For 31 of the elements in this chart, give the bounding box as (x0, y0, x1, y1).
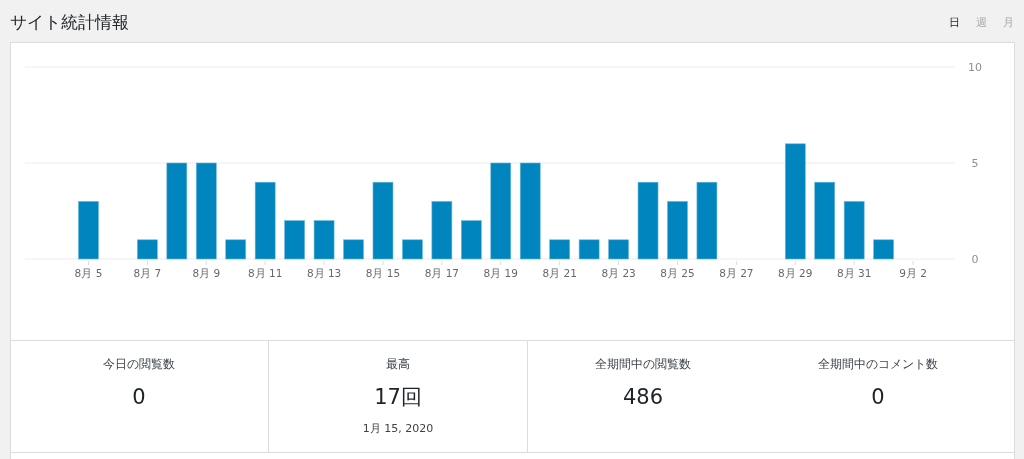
x-tick-label: 8月 7 (133, 267, 162, 279)
x-tick-label: 9月 2 (899, 267, 927, 279)
text: 全期間中のコメント数 (818, 357, 938, 371)
x-tick-label: 8月 13 (306, 267, 342, 279)
x-tick-label: 8月 21 (542, 267, 577, 279)
x-tick-label: 8月 23 (601, 267, 636, 279)
text: 0 (132, 385, 146, 409)
x-tick-label: 8月 15 (365, 267, 401, 279)
text: 17回 (374, 385, 422, 409)
text: 最高 (386, 357, 410, 371)
x-tick-label: 8月 31 (836, 267, 872, 279)
text: 日 (948, 16, 960, 29)
title: サイト統計情報 (10, 12, 129, 32)
x-tick-label: 8月 11 (247, 267, 283, 279)
text: 今日の閲覧数 (103, 357, 175, 371)
text: 全期間中の閲覧数 (595, 357, 691, 371)
y-tick-label: 5 (971, 157, 979, 170)
x-tick-label: 8月 25 (660, 267, 695, 279)
x-tick-label: 8月 29 (778, 267, 813, 279)
x-tick-label: 8月 5 (74, 267, 103, 279)
x-tick-label: 8月 17 (424, 267, 460, 279)
x-tick-label: 8月 9 (192, 267, 221, 279)
text: 月 (1002, 16, 1014, 29)
text: 1月 15, 2020 (362, 422, 434, 435)
text: 486 (622, 385, 664, 409)
text: 0 (871, 385, 885, 409)
x-tick-label: 8月 19 (483, 267, 518, 279)
x-tick-label: 8月 27 (719, 267, 754, 279)
y-tick-label: 10 (968, 61, 982, 74)
y-tick-label: 0 (971, 253, 979, 266)
text: 週 (975, 16, 987, 29)
